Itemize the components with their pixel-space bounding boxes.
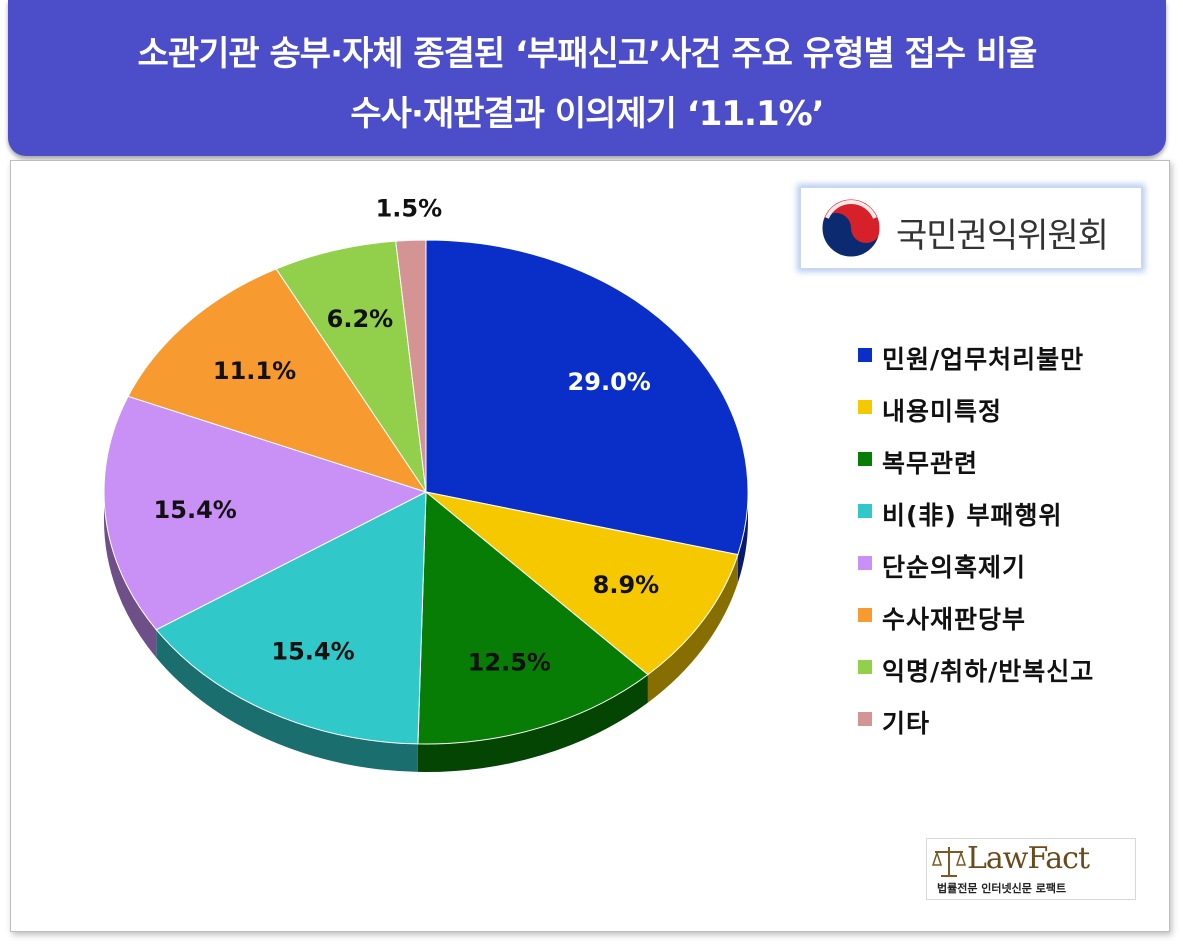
pie-slice-side-4 (156, 629, 418, 772)
scales-icon (931, 847, 967, 877)
pie-slice-1 (425, 239, 749, 556)
pie-value-label-2: 8.9% (593, 571, 660, 599)
legend-label: 비(非) 부패행위 (882, 501, 1063, 530)
pie-slice-7 (275, 240, 427, 493)
legend-label: 익명/취하/반복신고 (882, 657, 1095, 686)
legend-swatch (858, 556, 872, 570)
lawfact-watermark: LawFact 법률전문 인터넷신문 로팩트 (926, 838, 1136, 900)
legend-swatch (858, 400, 872, 414)
legend-label: 수사재판당부 (882, 605, 1027, 634)
pie-labels-layer: 29.0% 8.9% 12.5% 15.4% 15.4% 11.1% 6.2% 1.5% (154, 195, 660, 677)
legend-swatch (858, 504, 872, 518)
pie-slice-side-3 (417, 674, 648, 772)
pie-slice-8 (395, 239, 427, 493)
pie-value-label-7: 6.2% (327, 305, 394, 333)
legend-swatch (858, 348, 872, 362)
pie-value-label-3: 12.5% (468, 648, 551, 676)
pie-value-label-6: 11.1% (213, 357, 296, 385)
org-name: 국민권익위원회 (896, 216, 1109, 256)
chart-title-line-1: 소관기관 송부·자체 종결된 ‘부패신고’사건 주요 유형별 접수 비율 (137, 34, 1038, 74)
legend-label: 민원/업무처리불만 (882, 345, 1085, 374)
legend-label: 단순의혹제기 (882, 553, 1027, 582)
pie-value-label-5: 15.4% (154, 496, 237, 524)
pie-slice-6 (127, 268, 428, 493)
pie-slice-5 (103, 395, 428, 631)
pie-value-label-4: 15.4% (271, 637, 354, 665)
title-banner: 소관기관 송부·자체 종결된 ‘부패신고’사건 주요 유형별 접수 비율 수사·… (8, 0, 1166, 156)
legend-label: 기타 (882, 709, 931, 738)
pie-slice-side-5 (104, 492, 157, 658)
org-logo-box: 국민권익위원회 (800, 187, 1142, 269)
pie-slice-3 (417, 490, 649, 745)
legend-swatch (858, 712, 872, 726)
pie-slice-side-2 (647, 554, 738, 703)
taegeuk-icon (819, 196, 883, 260)
legend-swatch (858, 660, 872, 674)
pie-value-label-8: 1.5% (376, 195, 443, 223)
pie-value-label-1: 29.0% (568, 368, 651, 396)
legend-swatch (858, 452, 872, 466)
legend-swatch (858, 608, 872, 622)
legend-label: 내용미특정 (882, 397, 1003, 426)
legend-label: 복무관련 (882, 449, 979, 478)
pie-slice-4 (155, 491, 427, 745)
pie-slices-layer (103, 239, 749, 745)
chart-title-line-2: 수사·재판결과 이의제기 ‘11.1%’ (350, 94, 824, 134)
lawfact-brand: LawFact (967, 841, 1090, 876)
pie-slice-2 (425, 491, 739, 676)
lawfact-tagline: 법률전문 인터넷신문 로팩트 (937, 882, 1067, 895)
